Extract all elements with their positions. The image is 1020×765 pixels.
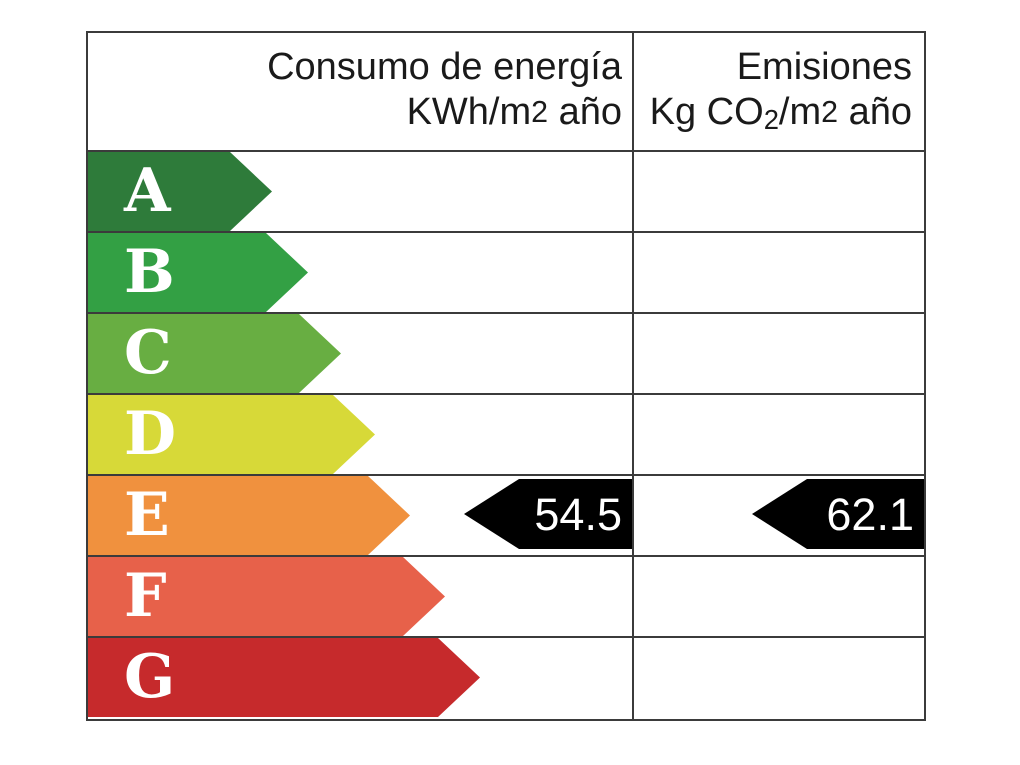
- rating-table: Consumo de energía KWh/m2 año Emisiones …: [86, 31, 926, 721]
- rating-band-arrow-b: B: [88, 233, 308, 312]
- table-header: Consumo de energía KWh/m2 año Emisiones …: [88, 33, 924, 150]
- rating-row-d: D: [88, 393, 924, 474]
- header-consumption-line1: Consumo de energía: [267, 46, 622, 88]
- emissions-value: 62.1: [826, 488, 914, 540]
- rating-row-f: F: [88, 555, 924, 636]
- rating-band-arrow-f: F: [88, 557, 445, 636]
- header-consumption-column: Consumo de energía KWh/m2 año: [88, 33, 634, 150]
- header-emissions-line1: Emisiones: [736, 46, 912, 88]
- header-emissions-column: Emisiones Kg CO2/m2 año: [634, 33, 924, 150]
- rating-letter-c: C: [124, 317, 172, 388]
- rating-letter-a: A: [124, 155, 171, 226]
- rating-letter-d: D: [124, 398, 177, 469]
- consumption-value: 54.5: [534, 488, 622, 540]
- header-emissions-line2: Kg CO2/m2 año: [649, 91, 912, 135]
- rating-band-arrow-g: G: [88, 638, 480, 717]
- header-consumption-line2: KWh/m2 año: [406, 91, 622, 133]
- rating-row-e: E: [88, 474, 924, 555]
- rating-letter-b: B: [124, 236, 175, 307]
- rating-row-a: A: [88, 150, 924, 231]
- rating-band-arrow-e: E: [88, 476, 410, 555]
- rating-row-c: C: [88, 312, 924, 393]
- rating-letter-e: E: [124, 479, 170, 550]
- rating-row-b: B: [88, 231, 924, 312]
- consumption-m2-exponent: 2: [531, 95, 549, 130]
- emissions-m2-exponent: 2: [821, 95, 839, 130]
- rating-band-arrow-d: D: [88, 395, 375, 474]
- rating-band-arrow-a: A: [88, 152, 272, 231]
- rating-band-arrow-c: C: [88, 314, 341, 393]
- column-divider: [632, 33, 634, 719]
- co2-subscript: 2: [763, 103, 779, 135]
- rating-row-g: G: [88, 636, 924, 717]
- rating-letter-g: G: [124, 641, 176, 712]
- rating-letter-f: F: [124, 560, 167, 631]
